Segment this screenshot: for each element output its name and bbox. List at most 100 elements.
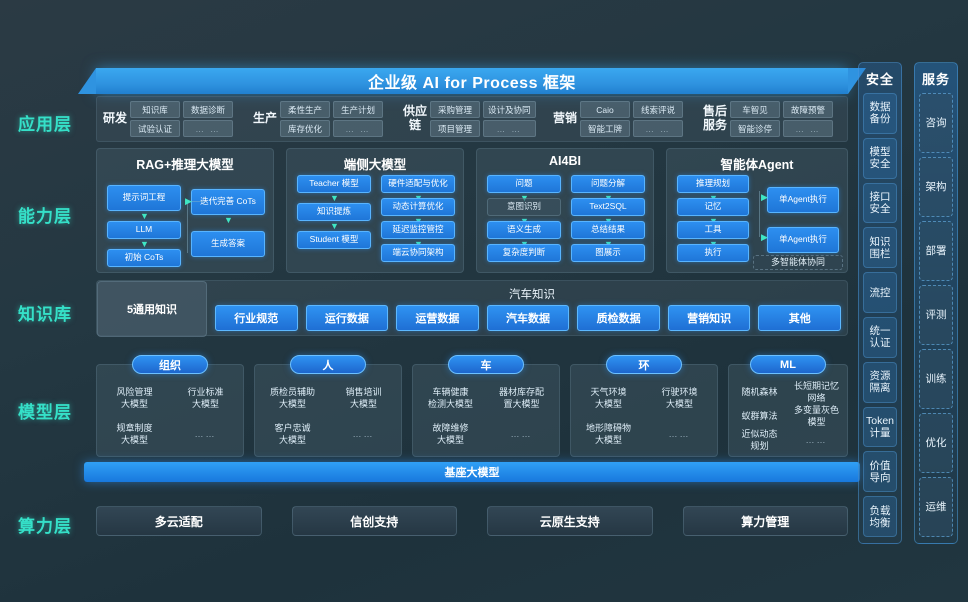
model-cell[interactable]: 质检员辅助 大模型 [269,387,315,409]
model-cell[interactable]: …… [194,428,217,439]
application-cell[interactable]: 智能诊停 [730,120,780,137]
application-cell[interactable]: 试验认证 [130,120,180,137]
capability-chip-right[interactable]: 单Agent执行 [767,187,839,213]
capability-chip-right[interactable]: 图展示 [571,244,645,262]
model-group-pill[interactable]: ML [750,355,826,374]
capability-chip-right[interactable]: 硬件适配与优化 [381,175,455,193]
model-group-pill[interactable]: 车 [448,355,524,374]
model-cell[interactable]: 车辆健康 检测大模型 [427,387,473,409]
capability-chip-left[interactable]: Student 模型 [297,231,371,249]
capability-chip-left[interactable]: 问题 [487,175,561,193]
security-rail-item[interactable]: 接口 安全 [863,182,897,224]
application-cell[interactable]: 生产计划 [333,101,383,118]
compute-card[interactable]: 算力管理 [682,506,848,536]
service-rail-item[interactable]: 架构 [919,157,953,217]
knowledge-chip[interactable]: 运营数据 [396,305,479,331]
application-cell[interactable]: 数据诊断 [183,101,233,118]
capability-chip-left[interactable]: 推理规划 [677,175,749,193]
service-rail-item[interactable]: 咨询 [919,93,953,153]
model-cell[interactable]: 客户忠诚 大模型 [274,423,311,445]
knowledge-chip[interactable]: 营销知识 [667,305,751,331]
model-cell[interactable]: 规章制度 大模型 [116,423,153,445]
model-cell[interactable]: 蚁群算法 [741,410,778,421]
security-rail-item[interactable]: 统一 认证 [863,316,897,358]
application-cell[interactable]: 车智见 [730,101,780,118]
knowledge-chip[interactable]: 汽车数据 [486,305,570,331]
service-rail-item[interactable]: 优化 [919,413,953,473]
model-group-pill[interactable]: 组织 [132,355,208,374]
application-cell[interactable]: 设计及协同 [483,101,536,118]
application-cell[interactable]: 智能工牌 [580,120,630,137]
application-cell[interactable]: 故障预警 [783,101,833,118]
service-rail-item[interactable]: 评测 [919,285,953,345]
model-cell[interactable]: 多变量灰色 模型 [793,405,839,427]
application-cell[interactable]: … … [333,120,383,137]
service-rail-item[interactable]: 运维 [919,477,953,537]
service-rail-item[interactable]: 部署 [919,221,953,281]
model-cell[interactable]: 器材库存配 置大模型 [498,387,544,409]
model-cell[interactable]: 行驶环境 大模型 [661,387,698,409]
knowledge-chip[interactable]: 质检数据 [577,305,660,331]
capability-chip-left[interactable]: 记忆 [677,198,749,216]
capability-chip-right[interactable]: 延迟监控管控 [381,221,455,239]
security-rail-item[interactable]: 负载 均衡 [863,496,897,537]
compute-card[interactable]: 云原生支持 [487,506,653,536]
capability-chip-right[interactable]: 问题分解 [571,175,645,193]
model-cell[interactable]: 故障维修 大模型 [432,423,469,445]
capability-chip-right[interactable]: 端云协同架构 [381,244,455,262]
capability-chip-left[interactable]: 初始 CoTs [107,249,181,267]
model-cell[interactable]: 销售培训 大模型 [345,387,382,409]
capability-chip-left[interactable]: 知识提炼 [297,203,371,221]
knowledge-generic-box[interactable]: 5通用知识 [97,281,207,337]
security-rail-item[interactable]: 数据 备份 [863,93,897,134]
capability-chip-right[interactable]: 生成答案 [191,231,265,257]
application-cell[interactable]: 线索评说 [633,101,683,118]
capability-chip-left[interactable]: Teacher 模型 [297,175,371,193]
model-cell[interactable]: 行业标准 大模型 [187,387,224,409]
compute-card[interactable]: 信创支持 [291,506,457,536]
security-rail-item[interactable]: 流控 [863,272,897,313]
model-cell[interactable]: …… [668,428,691,439]
application-cell[interactable]: 采购管理 [430,101,480,118]
model-cell[interactable]: …… [510,428,533,439]
model-cell[interactable]: …… [352,428,375,439]
capability-chip-left[interactable]: 工具 [677,221,749,239]
capability-chip-right[interactable]: 迭代完善 CoTs [191,189,265,215]
application-cell[interactable]: Caio [580,101,630,118]
capability-chip-left[interactable]: 意图识别 [487,198,561,216]
capability-chip-right[interactable]: 单Agent执行 [767,227,839,253]
capability-chip-left[interactable]: LLM [107,221,181,239]
model-cell[interactable]: 风险管理 大模型 [116,387,153,409]
model-group-pill[interactable]: 环 [606,355,682,374]
application-cell[interactable]: … … [633,120,683,137]
application-cell[interactable]: 知识库 [130,101,180,118]
service-rail-item[interactable]: 训练 [919,349,953,409]
application-cell[interactable]: 库存优化 [280,120,330,137]
capability-chip-left[interactable]: 提示词工程 [107,185,181,211]
model-cell[interactable]: …… [805,434,828,445]
model-cell[interactable]: 随机森林 [741,386,778,397]
model-cell[interactable]: 天气环境 大模型 [590,387,627,409]
application-cell[interactable]: … … [483,120,536,137]
knowledge-chip[interactable]: 运行数据 [305,305,389,331]
security-rail-item[interactable]: 资源 隔离 [863,361,897,403]
knowledge-chip[interactable]: 行业规范 [215,305,298,331]
capability-chip-left[interactable]: 复杂度判断 [487,244,561,262]
capability-chip-left[interactable]: 语义生成 [487,221,561,239]
security-rail-item[interactable]: 知识 围栏 [863,227,897,269]
model-cell[interactable]: 近似动态 规划 [741,429,778,451]
capability-chip-left[interactable]: 执行 [677,244,749,262]
capability-chip-right[interactable]: 动态计算优化 [381,198,455,216]
capability-chip-right[interactable]: Text2SQL [571,198,645,216]
security-rail-item[interactable]: 模型 安全 [863,137,897,179]
model-cell[interactable]: 地形障碍物 大模型 [585,423,631,445]
capability-chip-right[interactable]: 总结结果 [571,221,645,239]
knowledge-chip[interactable]: 其他 [758,305,842,331]
model-cell[interactable]: 长短期记忆 网络 [793,381,839,403]
application-cell[interactable]: … … [183,120,233,137]
model-group-pill[interactable]: 人 [290,355,366,374]
compute-card[interactable]: 多云适配 [96,506,262,536]
application-cell[interactable]: … … [783,120,833,137]
security-rail-item[interactable]: Token 计量 [863,406,897,448]
application-cell[interactable]: 项目管理 [430,120,480,137]
